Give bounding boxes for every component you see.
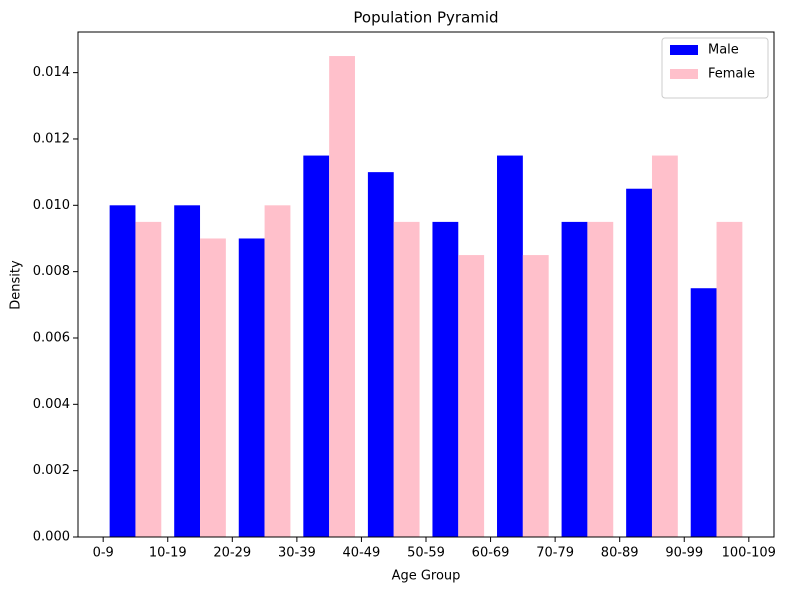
bar <box>458 255 485 538</box>
bar <box>238 238 265 537</box>
bar <box>303 155 330 538</box>
plot-frame <box>77 31 775 538</box>
bar <box>432 221 459 538</box>
chart-title: Population Pyramid <box>353 9 498 27</box>
x-tick-label: 90-99 <box>665 546 703 561</box>
bar <box>174 205 201 537</box>
legend-swatch <box>670 69 698 79</box>
bar <box>716 221 743 538</box>
bar <box>561 221 588 538</box>
bar <box>393 221 420 538</box>
bar <box>690 288 717 537</box>
bar <box>522 255 549 538</box>
y-tick-label: 0.012 <box>33 131 70 146</box>
y-tick-label: 0.008 <box>33 264 70 279</box>
x-tick-label: 80-89 <box>601 546 639 561</box>
y-tick-label: 0.000 <box>33 530 70 545</box>
bar <box>135 221 162 538</box>
x-tick-label: 70-79 <box>536 546 574 561</box>
x-tick-label: 20-29 <box>213 546 251 561</box>
bar <box>200 238 226 537</box>
x-axis-label: Age Group <box>392 569 461 584</box>
bar <box>497 155 523 538</box>
x-tick-label: 0-9 <box>93 546 114 561</box>
y-tick-label: 0.004 <box>33 397 70 412</box>
y-tick-label: 0.006 <box>33 330 70 345</box>
x-tick-label: 100-109 <box>722 546 776 561</box>
y-tick-label: 0.002 <box>33 463 70 478</box>
x-tick-label: 10-19 <box>149 546 187 561</box>
x-tick-label: 40-49 <box>343 546 381 561</box>
bar <box>587 221 614 538</box>
y-axis-label: Density <box>9 260 24 310</box>
bar <box>329 56 355 538</box>
bar <box>626 188 652 538</box>
y-tick-label: 0.010 <box>33 198 70 213</box>
x-tick-label: 60-69 <box>472 546 510 561</box>
y-tick-label: 0.014 <box>33 65 70 80</box>
bar <box>367 172 394 537</box>
legend-label: Male <box>708 43 739 58</box>
bar <box>109 205 136 537</box>
legend-label: Female <box>708 67 755 82</box>
legend-swatch <box>670 45 698 55</box>
x-tick-label: 30-39 <box>278 546 316 561</box>
bar <box>264 205 291 537</box>
bar <box>651 155 678 538</box>
x-tick-label: 50-59 <box>407 546 445 561</box>
